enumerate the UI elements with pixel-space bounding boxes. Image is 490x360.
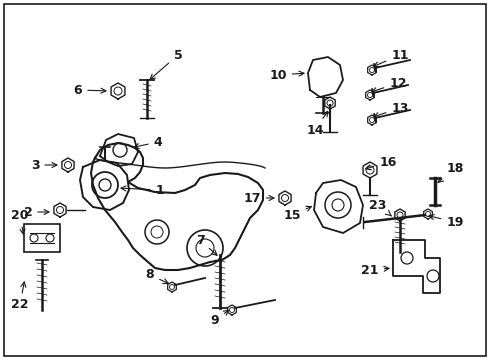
Text: 15: 15 <box>283 206 311 221</box>
Text: 7: 7 <box>196 234 217 255</box>
Text: 18: 18 <box>438 162 464 183</box>
Text: 5: 5 <box>150 49 182 79</box>
Text: 4: 4 <box>134 135 162 149</box>
Text: 16: 16 <box>366 156 397 170</box>
Text: 11: 11 <box>374 49 409 67</box>
Text: 12: 12 <box>372 77 407 93</box>
Text: 1: 1 <box>121 184 164 197</box>
Text: 19: 19 <box>429 215 464 229</box>
Text: 13: 13 <box>374 102 409 117</box>
Text: 8: 8 <box>146 269 169 284</box>
Text: 6: 6 <box>74 84 106 96</box>
Text: 23: 23 <box>369 198 392 216</box>
Text: 21: 21 <box>361 264 389 276</box>
Text: 2: 2 <box>24 206 49 219</box>
Text: 14: 14 <box>306 111 328 136</box>
Text: 17: 17 <box>243 192 274 204</box>
Text: 9: 9 <box>211 310 229 327</box>
Text: 22: 22 <box>11 282 29 311</box>
Text: 3: 3 <box>31 158 57 171</box>
Text: 10: 10 <box>269 68 304 81</box>
Text: 20: 20 <box>11 208 29 234</box>
